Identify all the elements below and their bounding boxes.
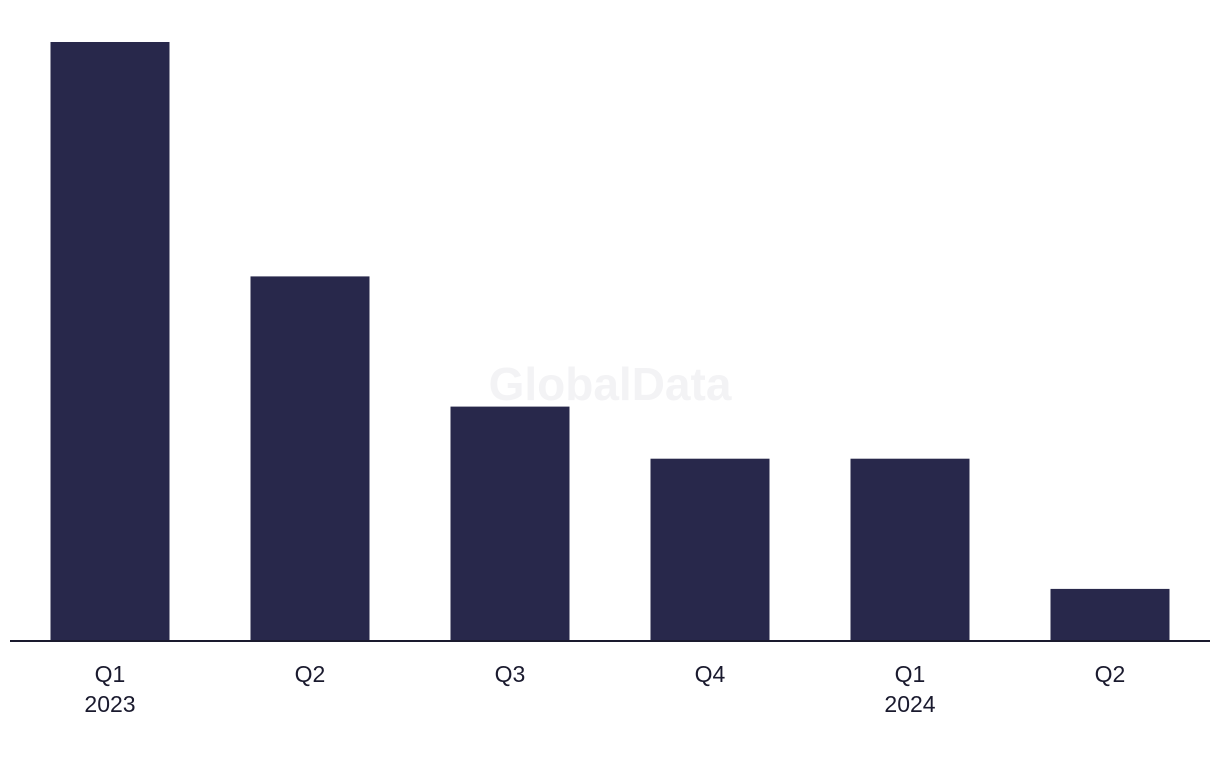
bars-group <box>50 42 1170 641</box>
bar-6 <box>1050 588 1170 641</box>
x-tick-label: Q3 <box>495 661 526 687</box>
x-tick-label: Q1 <box>95 661 126 687</box>
x-tick-label: Q1 <box>895 661 926 687</box>
x-axis-labels: Q1 2023 Q2 Q3 Q4 Q1 2024 Q2 <box>84 661 1125 717</box>
bar-4 <box>650 458 770 641</box>
x-tick-label: Q2 <box>295 661 326 687</box>
x-year-label: 2023 <box>84 691 135 717</box>
x-year-label: 2024 <box>884 691 935 717</box>
bar-1 <box>50 42 170 641</box>
x-tick-label: Q4 <box>695 661 726 687</box>
x-tick-label: Q2 <box>1095 661 1126 687</box>
bar-3 <box>450 406 570 641</box>
watermark: GlobalData <box>489 358 732 410</box>
bar-5 <box>850 458 970 641</box>
bar-2 <box>250 276 370 641</box>
